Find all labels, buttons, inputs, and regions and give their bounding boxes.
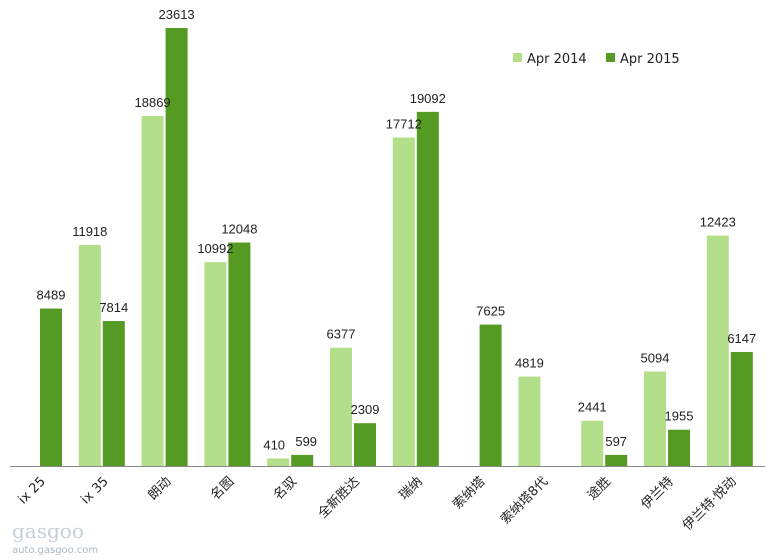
bar-2015 [165, 28, 188, 466]
data-label: 2441 [578, 400, 607, 415]
category-label: ix 25 [16, 474, 49, 507]
category-label: 瑞纳 [397, 474, 426, 503]
category-label: 全新胜达 [315, 474, 363, 522]
legend-label-2015: Apr 2015 [620, 52, 680, 67]
data-label: 11918 [72, 224, 107, 239]
data-label: 18869 [135, 95, 171, 110]
category-label: 途胜 [584, 474, 614, 504]
bar-2015 [416, 111, 439, 466]
data-label: 12048 [221, 222, 257, 237]
category-label: 名驭 [270, 474, 300, 504]
data-label: 410 [263, 437, 285, 452]
bar-2014 [644, 371, 666, 466]
legend-swatch-2015 [606, 53, 615, 62]
data-label: 23613 [159, 7, 195, 22]
data-label: 17712 [386, 116, 422, 131]
bar-2015 [291, 454, 314, 466]
data-label: 1955 [665, 409, 694, 424]
bar-2014 [78, 244, 101, 466]
category-label: 伊兰特·悦动 [680, 474, 739, 533]
category-label: 朗动 [145, 474, 174, 503]
data-label: 599 [295, 434, 317, 449]
legend-swatch-2014 [513, 53, 522, 62]
data-label: 12423 [700, 215, 736, 230]
bar-2014 [330, 347, 352, 466]
bar-2015 [668, 429, 690, 466]
bar-2014 [706, 235, 729, 466]
data-label: 2309 [351, 402, 380, 417]
watermark-site: auto.gasgoo.com [12, 545, 98, 556]
category-label: 索纳塔8代 [498, 474, 551, 527]
bar-2015 [40, 308, 62, 466]
legend: Apr 2014 Apr 2015 [513, 52, 680, 67]
bar-2015 [605, 454, 628, 466]
bar-2015 [102, 321, 125, 466]
bar-2014 [581, 420, 604, 466]
watermark: gasgoo auto.gasgoo.com [12, 519, 98, 556]
category-label: 索纳塔 [450, 474, 488, 512]
bar-2014 [141, 115, 164, 466]
data-label: 7625 [476, 304, 505, 319]
legend-label-2014: Apr 2014 [527, 52, 587, 67]
data-label: 6377 [327, 327, 356, 342]
data-label: 7814 [99, 300, 128, 315]
data-label: 8489 [37, 288, 66, 303]
data-label: 4819 [515, 356, 544, 371]
data-label: 19092 [410, 91, 446, 106]
category-label: 伊兰特 [639, 474, 677, 512]
data-label: 5094 [641, 351, 670, 366]
bar-2015 [479, 324, 502, 466]
bar-2014 [392, 137, 415, 467]
bar-2014 [204, 262, 227, 466]
bar-2015 [228, 242, 251, 466]
bar-2015 [354, 423, 376, 466]
data-label: 597 [605, 434, 627, 449]
bar-2015 [730, 351, 753, 466]
category-label: 名图 [208, 474, 238, 504]
bar-2014 [518, 376, 541, 466]
data-label: 10992 [197, 241, 233, 256]
category-label: ix 35 [78, 474, 111, 507]
bar-2014 [267, 458, 290, 466]
data-label: 6147 [727, 331, 756, 346]
watermark-logo: gasgoo [12, 519, 84, 543]
